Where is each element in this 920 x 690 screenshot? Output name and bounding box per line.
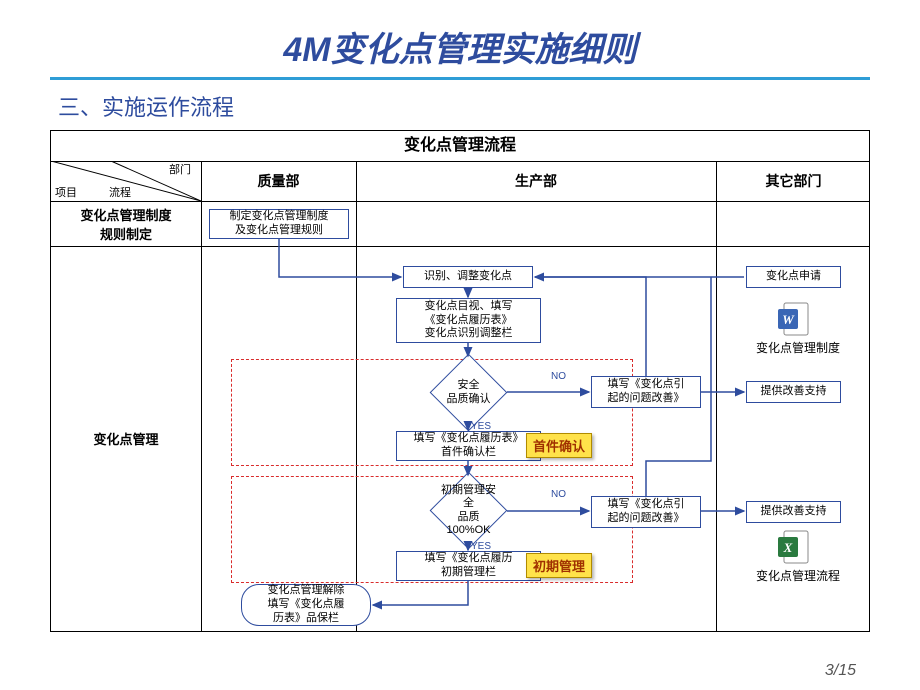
page-number: 3/15 [825,662,856,680]
node-rules: 制定变化点管理制度 及变化点管理规则 [209,209,349,239]
label-no-1: NO [551,371,566,382]
callout-first: 首件确认 [526,433,592,458]
excel-icon-label: 变化点管理流程 [733,567,863,584]
col-production: 生产部 [356,161,716,201]
node-visual: 变化点目视、填写 《变化点履历表》 变化点识别调整栏 [396,298,541,343]
table-title: 变化点管理流程 [51,131,869,162]
label-yes-2: YES [471,541,491,552]
excel-icon: X [776,529,812,565]
node-issue-1: 填写《变化点引 起的问题改善》 [591,376,701,408]
svg-text:X: X [783,540,793,555]
col-other: 其它部门 [716,161,871,201]
svg-text:W: W [782,312,795,327]
node-first-confirm: 填写《变化点履历表》 首件确认栏 [396,431,541,461]
section-subtitle: 三、实施运作流程 [58,90,920,122]
page-title: 4M变化点管理实施细则 [0,0,920,77]
node-issue-2: 填写《变化点引 起的问题改善》 [591,496,701,528]
node-identify: 识别、调整变化点 [403,266,533,288]
node-support-1: 提供改善支持 [746,381,841,403]
col-quality: 质量部 [201,161,356,201]
label-no-2: NO [551,489,566,500]
word-icon-label: 变化点管理制度 [733,339,863,356]
title-underline [50,77,870,80]
node-apply: 变化点申请 [746,266,841,288]
row-label-1: 变化点管理制度 规则制定 [51,201,201,246]
flowchart-container: 变化点管理流程 部门 项目 流程 质量部 生产部 其它部门 变化点管理制度 规则… [50,130,870,632]
label-yes-1: YES [471,421,491,432]
callout-initial: 初期管理 [526,553,592,578]
row-label-2: 变化点管理 [51,246,201,631]
word-icon: W [776,301,812,337]
corner-cell: 部门 项目 流程 [51,161,201,201]
node-release: 变化点管理解除 填写《变化点履 历表》品保栏 [241,584,371,626]
node-initial-mgmt: 填写《变化点履历 初期管理栏 [396,551,541,581]
node-support-2: 提供改善支持 [746,501,841,523]
decision-initial: 初期管理安全 品质100%OK [441,483,496,538]
decision-safety: 安全 品质确认 [441,365,496,420]
